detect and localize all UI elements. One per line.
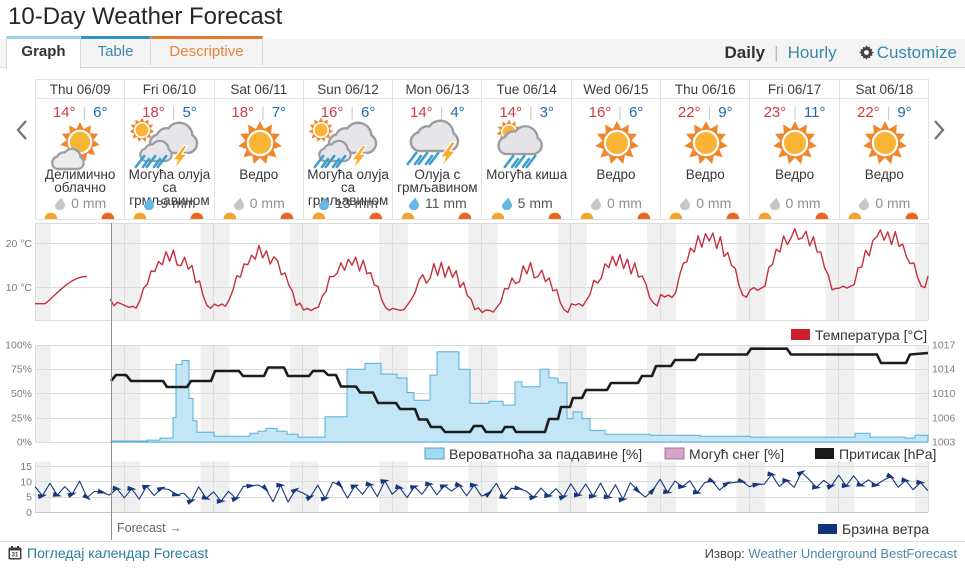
svg-text:0%: 0% [17, 437, 32, 449]
svg-text:10 °C: 10 °C [6, 282, 33, 294]
svg-text:Температура [°C]: Температура [°C] [815, 327, 927, 343]
svg-text:10: 10 [20, 476, 32, 488]
svg-text:1003: 1003 [932, 437, 956, 449]
svg-text:Брзина ветра: Брзина ветра [842, 521, 929, 537]
svg-text:20 °C: 20 °C [6, 238, 33, 250]
svg-text:Forecast →: Forecast → [117, 521, 182, 535]
svg-text:1010: 1010 [932, 388, 956, 400]
svg-text:50%: 50% [11, 388, 32, 400]
svg-text:Могућ снег [%]: Могућ снег [%] [689, 446, 784, 462]
svg-text:25%: 25% [11, 413, 32, 425]
svg-text:31: 31 [12, 553, 19, 559]
svg-text:1017: 1017 [932, 340, 956, 352]
svg-text:Вероватноћа за падавине [%]: Вероватноћа за падавине [%] [449, 446, 642, 462]
svg-text:15: 15 [20, 461, 32, 473]
svg-text:75%: 75% [11, 364, 32, 376]
svg-text:1014: 1014 [932, 364, 956, 376]
svg-text:0: 0 [26, 507, 32, 519]
svg-text:5: 5 [26, 492, 32, 504]
svg-text:100%: 100% [5, 340, 32, 352]
svg-text:1006: 1006 [932, 413, 956, 425]
svg-text:Притисак [hPa]: Притисак [hPa] [839, 446, 936, 462]
